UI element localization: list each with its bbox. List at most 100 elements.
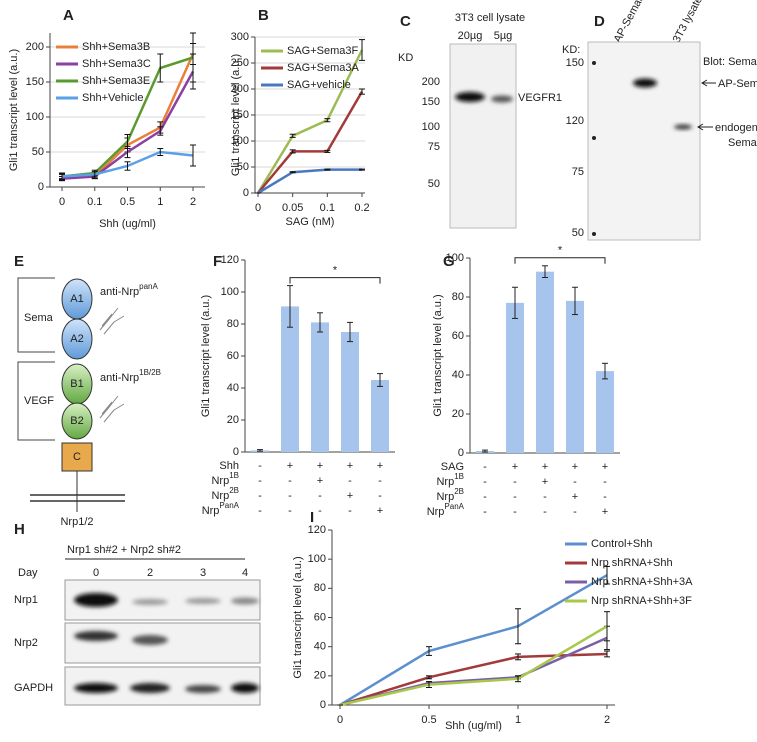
blot: [587, 41, 701, 241]
row-label-sup: 1B: [229, 471, 239, 480]
table-cell: -: [483, 491, 487, 503]
table-cell: -: [288, 475, 292, 487]
table-cell: +: [602, 506, 608, 518]
row-label-text: Nrp: [211, 490, 229, 502]
y-tick-label: 80: [227, 318, 239, 330]
table-cell: -: [348, 475, 352, 487]
significance-bracket: [514, 257, 606, 264]
y-axis-label: Gli1 transcript level (a.u.): [200, 295, 212, 417]
y-tick-label: 20: [452, 408, 464, 420]
table-cell: +: [377, 505, 383, 517]
band: [130, 683, 170, 693]
y-tick-label: 80: [314, 582, 326, 594]
domain-label: C: [73, 451, 81, 463]
day-label: Day: [18, 567, 38, 579]
significance-bracket: [289, 277, 381, 284]
row-label: Nrp2B: [211, 486, 239, 502]
table-cell: +: [602, 461, 608, 473]
domain: [61, 318, 93, 360]
table-cell: +: [572, 461, 578, 473]
band-label: endogenous: [715, 122, 757, 134]
legend-label: SAG+Sema3A: [287, 62, 360, 74]
band: [74, 631, 118, 641]
panel-letter: F: [213, 253, 222, 270]
bar: [506, 302, 524, 453]
band: [185, 685, 221, 693]
series-line: [62, 53, 195, 178]
table-cell: -: [483, 461, 487, 473]
row-label-text: Shh: [219, 460, 239, 472]
band: [455, 92, 485, 102]
y-tick-label: 0: [243, 187, 249, 199]
band: [231, 683, 259, 693]
x-tick-label: 1: [157, 196, 163, 208]
arrow: [701, 79, 716, 87]
blot-note: Blot: Sema3F: [703, 56, 757, 68]
table-cell: +: [317, 460, 323, 472]
band-label: Sema3F: [728, 137, 757, 149]
series-line: [339, 652, 608, 707]
y-tick-label: 120: [221, 254, 239, 266]
y-axis-label: Gli1 transcript level (a.u.): [432, 294, 444, 416]
panel-letter: I: [310, 509, 314, 526]
legend-label: Shh+Vehicle: [82, 92, 143, 104]
group-label: VEGF: [24, 395, 54, 407]
marker-label: 75: [572, 166, 584, 178]
blot: [449, 43, 517, 229]
series-line: [256, 49, 364, 194]
panel-letter: D: [594, 13, 605, 30]
y-tick-label: 120: [308, 524, 326, 536]
antibody-label: anti-Nrp1B/2B: [100, 368, 161, 384]
table-cell: -: [483, 506, 487, 518]
lane-label: 20µg: [458, 30, 483, 42]
band-label: VEGFR1: [518, 92, 562, 104]
x-tick-label: 0.1: [87, 196, 102, 208]
x-axis-label: SAG (nM): [286, 216, 335, 228]
table-cell: -: [513, 506, 517, 518]
band: [132, 635, 168, 645]
band-label: AP-Sema3F: [718, 78, 757, 90]
y-tick-label: 60: [314, 611, 326, 623]
table-cell: -: [603, 491, 607, 503]
bar: [566, 300, 584, 453]
panel-letter: G: [443, 253, 455, 270]
ladder-dot: [592, 136, 596, 140]
y-tick-label: 300: [231, 31, 249, 43]
marker-label: 150: [566, 57, 584, 69]
y-tick-label: 250: [231, 57, 249, 69]
y-tick-label: 40: [452, 369, 464, 381]
x-tick-label: 0.1: [320, 202, 335, 214]
row-label: GAPDH: [14, 682, 53, 694]
x-tick-label: 0: [59, 196, 65, 208]
antibody-label: anti-NrppanA: [100, 282, 158, 298]
row-label-sup: PanA: [219, 501, 239, 510]
domain-label: A1: [70, 293, 83, 305]
series-line: [339, 574, 608, 707]
arrow: [697, 123, 713, 131]
series-line: [257, 168, 362, 195]
panel-letter: H: [14, 521, 25, 538]
legend-label: Shh+Sema3B: [82, 41, 150, 53]
row-label-text: Nrp: [436, 491, 454, 503]
day: 0: [93, 567, 99, 579]
table-cell: -: [288, 505, 292, 517]
marker-label: 50: [572, 227, 584, 239]
y-tick-label: 40: [227, 382, 239, 394]
bar: [371, 380, 389, 452]
bracket: [17, 277, 55, 441]
y-tick-label: 150: [26, 76, 44, 88]
y-tick-label: 100: [308, 553, 326, 565]
x-tick-label: 0: [337, 714, 343, 726]
table-cell: +: [542, 476, 548, 488]
significance-label: *: [333, 265, 338, 277]
table-cell: -: [603, 476, 607, 488]
panel-c: C 3T3 cell lysate 20µg 5µg KD 200 150 10…: [398, 12, 562, 229]
table-cell: -: [258, 475, 262, 487]
y-tick-label: 60: [227, 350, 239, 362]
x-tick-label: 1: [515, 714, 521, 726]
marker-label: 100: [422, 121, 440, 133]
legend-label: Nrp shRNA+Shh: [591, 557, 673, 569]
y-tick-label: 0: [233, 446, 239, 458]
table-cell: +: [347, 490, 353, 502]
